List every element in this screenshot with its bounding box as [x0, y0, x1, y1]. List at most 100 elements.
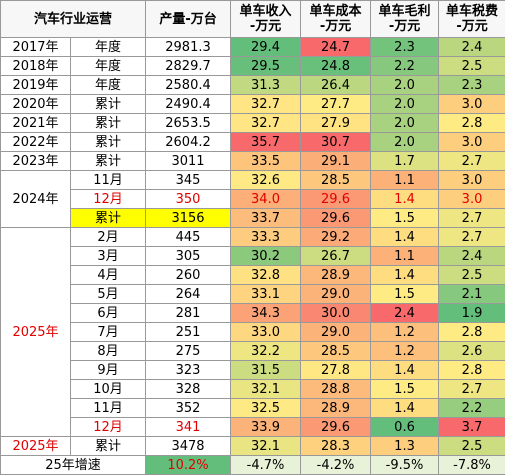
value-cell: 281 [145, 303, 232, 323]
value-cell: 2.7 [438, 227, 505, 247]
value-cell: 33.9 [230, 417, 302, 437]
growth-cell: -7.8% [438, 455, 505, 475]
value-cell: 32.7 [230, 113, 302, 133]
value-cell: 33.7 [230, 208, 302, 228]
value-cell: 2.8 [438, 322, 505, 342]
value-cell: 33.1 [230, 284, 302, 304]
value-cell: 3.0 [438, 170, 505, 190]
period: 12月 [69, 417, 147, 437]
value-cell: 28.8 [300, 379, 372, 399]
value-cell: 30.7 [300, 132, 372, 152]
value-cell: 1.4 [370, 227, 440, 247]
value-cell: 2604.2 [145, 132, 232, 152]
value-cell: 2.5 [438, 436, 505, 456]
period: 年度 [69, 75, 147, 95]
value-cell: 2.8 [438, 360, 505, 380]
value-cell: 2490.4 [145, 94, 232, 114]
value-cell: 2.0 [370, 132, 440, 152]
value-cell: 26.7 [300, 246, 372, 266]
value-cell: 27.9 [300, 113, 372, 133]
value-cell: 2.7 [438, 151, 505, 171]
value-cell: 35.7 [230, 132, 302, 152]
value-cell: 2.5 [438, 56, 505, 76]
value-cell: 352 [145, 398, 232, 418]
value-cell: 27.7 [300, 94, 372, 114]
period: 10月 [69, 379, 147, 399]
column-header: 单车成本 -万元 [300, 0, 372, 38]
value-cell: 32.6 [230, 170, 302, 190]
period: 11月 [69, 398, 147, 418]
value-cell: 32.1 [230, 436, 302, 456]
group-label: 2020年 [0, 94, 71, 114]
group-label: 2017年 [0, 37, 71, 57]
value-cell: 350 [145, 189, 232, 209]
value-cell: 29.6 [300, 417, 372, 437]
value-cell: 3.7 [438, 417, 505, 437]
value-cell: 3156 [145, 208, 232, 228]
period: 3月 [69, 246, 147, 266]
value-cell: 28.3 [300, 436, 372, 456]
value-cell: 28.9 [300, 398, 372, 418]
value-cell: 32.7 [230, 94, 302, 114]
value-cell: 26.4 [300, 75, 372, 95]
period: 4月 [69, 265, 147, 285]
value-cell: 31.5 [230, 360, 302, 380]
value-cell: 29.6 [300, 189, 372, 209]
value-cell: 1.4 [370, 189, 440, 209]
value-cell: 1.7 [370, 151, 440, 171]
group-label: 2021年 [0, 113, 71, 133]
value-cell: 323 [145, 360, 232, 380]
value-cell: 1.4 [370, 398, 440, 418]
column-header: 单车毛利 -万元 [370, 0, 440, 38]
value-cell: 2.4 [370, 303, 440, 323]
value-cell: 2.8 [438, 113, 505, 133]
value-cell: 341 [145, 417, 232, 437]
value-cell: 2.4 [438, 246, 505, 266]
value-cell: 2.7 [438, 208, 505, 228]
value-cell: 1.2 [370, 341, 440, 361]
period: 累计 [69, 436, 147, 456]
value-cell: 2.3 [370, 37, 440, 57]
value-cell: 1.4 [370, 265, 440, 285]
group-label: 2024年 [0, 170, 71, 228]
group-label: 2023年 [0, 151, 71, 171]
period: 2月 [69, 227, 147, 247]
value-cell: 260 [145, 265, 232, 285]
group-label: 2019年 [0, 75, 71, 95]
value-cell: 32.5 [230, 398, 302, 418]
value-cell: 24.7 [300, 37, 372, 57]
value-cell: 30.2 [230, 246, 302, 266]
group-label: 2022年 [0, 132, 71, 152]
growth-cell: 10.2% [145, 455, 232, 475]
value-cell: 3011 [145, 151, 232, 171]
value-cell: 2.2 [438, 398, 505, 418]
period: 累计 [69, 113, 147, 133]
value-cell: 328 [145, 379, 232, 399]
value-cell: 2.1 [438, 284, 505, 304]
period: 累计 [69, 151, 147, 171]
value-cell: 33.0 [230, 322, 302, 342]
value-cell: 28.5 [300, 341, 372, 361]
value-cell: 32.2 [230, 341, 302, 361]
value-cell: 2.0 [370, 75, 440, 95]
period: 年度 [69, 37, 147, 57]
value-cell: 33.3 [230, 227, 302, 247]
value-cell: 1.1 [370, 246, 440, 266]
column-header: 单车收入 -万元 [230, 0, 302, 38]
header-title: 汽车行业运营 [0, 0, 147, 38]
value-cell: 1.3 [370, 436, 440, 456]
value-cell: 3.0 [438, 94, 505, 114]
group-label: 2025年 [0, 227, 71, 437]
value-cell: 1.2 [370, 322, 440, 342]
period: 12月 [69, 189, 147, 209]
value-cell: 2.5 [438, 265, 505, 285]
period: 9月 [69, 360, 147, 380]
value-cell: 32.1 [230, 379, 302, 399]
value-cell: 28.9 [300, 265, 372, 285]
value-cell: 34.3 [230, 303, 302, 323]
value-cell: 445 [145, 227, 232, 247]
value-cell: 2580.4 [145, 75, 232, 95]
value-cell: 29.6 [300, 208, 372, 228]
value-cell: 29.1 [300, 151, 372, 171]
